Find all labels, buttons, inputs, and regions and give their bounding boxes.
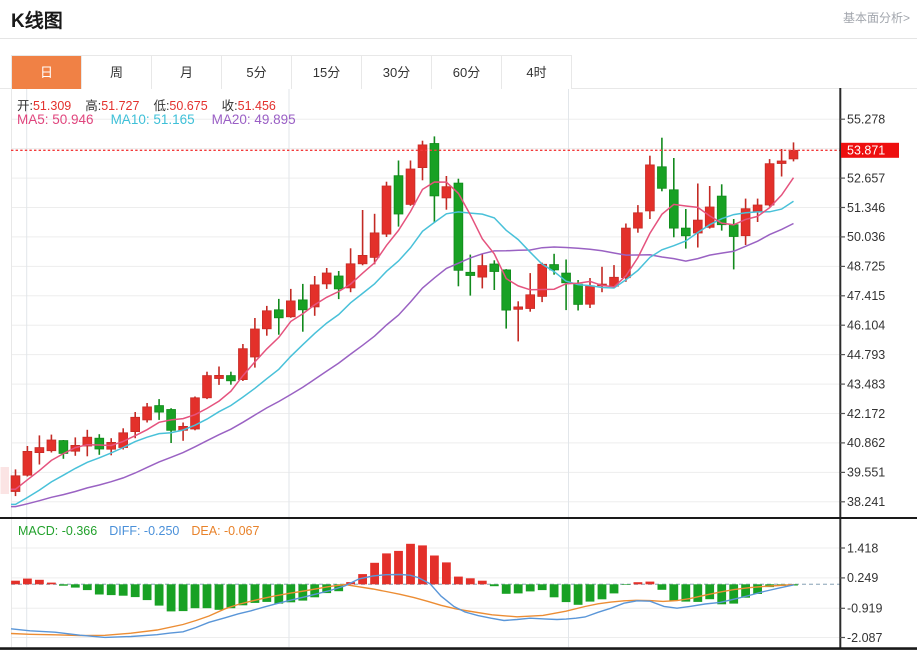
- svg-text:46.104: 46.104: [847, 319, 885, 333]
- svg-text:0.249: 0.249: [847, 571, 878, 585]
- svg-text:48.725: 48.725: [847, 260, 885, 274]
- svg-text:1.418: 1.418: [847, 541, 878, 555]
- svg-text:52.657: 52.657: [847, 171, 885, 185]
- svg-text:47.415: 47.415: [847, 289, 885, 303]
- svg-text:40.862: 40.862: [847, 436, 885, 450]
- svg-text:-0.919: -0.919: [847, 602, 882, 616]
- svg-text:50.036: 50.036: [847, 230, 885, 244]
- svg-text:42.172: 42.172: [847, 407, 885, 421]
- svg-text:51.346: 51.346: [847, 201, 885, 215]
- svg-text:43.483: 43.483: [847, 377, 885, 391]
- svg-text:38.241: 38.241: [847, 495, 885, 509]
- svg-text:55.278: 55.278: [847, 113, 885, 127]
- svg-text:53.871: 53.871: [847, 144, 885, 158]
- svg-text:-2.087: -2.087: [847, 631, 882, 645]
- svg-text:44.793: 44.793: [847, 348, 885, 362]
- svg-text:39.551: 39.551: [847, 466, 885, 480]
